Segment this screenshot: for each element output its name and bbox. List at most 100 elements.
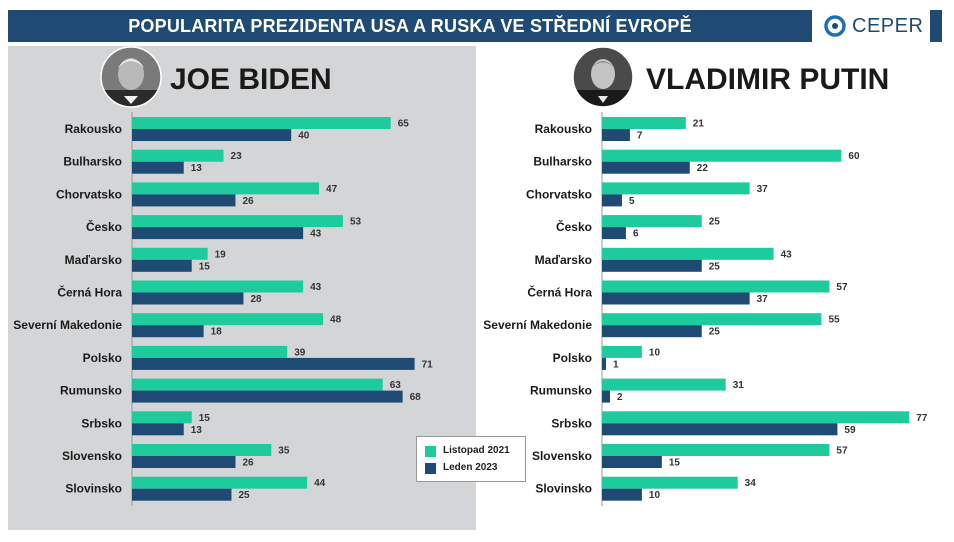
putin-category-label: Bulharsko	[533, 155, 592, 169]
putin-bar-2023	[602, 325, 702, 338]
biden-category-label: Bulharsko	[63, 155, 122, 169]
biden-category-label: Rumunsko	[60, 384, 122, 398]
biden-data-label: 35	[278, 446, 290, 457]
biden-data-label: 13	[191, 425, 203, 436]
biden-category-label: Srbsko	[81, 416, 122, 430]
putin-portrait-icon	[572, 46, 634, 108]
putin-data-label: 5	[629, 196, 635, 207]
header-bar: POPULARITA PREZIDENTA USA A RUSKA VE STŘ…	[8, 10, 812, 42]
biden-category-label: Česko	[86, 219, 122, 234]
biden-data-label: 23	[231, 151, 243, 162]
putin-data-label: 10	[649, 347, 661, 358]
biden-bar-2023	[132, 325, 204, 338]
biden-bar-2021	[132, 117, 391, 129]
putin-data-label: 37	[757, 184, 769, 195]
putin-bar-2021	[602, 280, 830, 293]
putin-data-label: 25	[709, 261, 721, 272]
biden-data-label: 47	[326, 184, 338, 195]
biden-category-label: Chorvatsko	[56, 187, 122, 201]
biden-data-label: 28	[250, 294, 262, 305]
putin-bar-2021	[602, 411, 910, 424]
biden-chart-title: JOE BIDEN	[170, 63, 332, 96]
putin-data-label: 34	[745, 478, 757, 489]
biden-bar-2021	[132, 182, 320, 195]
putin-category-label: Maďarsko	[535, 253, 592, 267]
putin-data-label: 55	[828, 315, 840, 326]
putin-data-label: 31	[733, 380, 745, 391]
legend-label-2023: Leden 2023	[443, 462, 498, 473]
biden-data-label: 43	[310, 282, 322, 293]
putin-bar-2023	[602, 259, 702, 272]
biden-data-label: 19	[215, 249, 227, 260]
putin-data-label: 25	[709, 327, 721, 338]
biden-data-label: 18	[211, 327, 223, 338]
putin-category-label: Rumunsko	[530, 384, 592, 398]
putin-data-label: 59	[844, 425, 856, 436]
putin-category-label: Česko	[556, 219, 592, 234]
putin-bar-2021	[602, 149, 842, 162]
putin-data-label: 10	[649, 490, 661, 501]
biden-category-label: Slovensko	[62, 449, 122, 463]
biden-bar-2021	[132, 378, 383, 391]
ceper-logo-icon	[824, 15, 846, 37]
putin-bar-2021	[602, 117, 686, 129]
legend-label-2021: Listopad 2021	[443, 445, 510, 456]
putin-data-label: 60	[848, 151, 860, 162]
biden-bar-2023	[132, 194, 236, 207]
biden-category-label: Maďarsko	[65, 253, 122, 267]
putin-bar-2021	[602, 476, 738, 489]
biden-portrait-icon	[100, 46, 162, 108]
biden-bar-2023	[132, 423, 184, 436]
biden-data-label: 48	[330, 315, 342, 326]
putin-data-label: 57	[836, 282, 848, 293]
biden-data-label: 68	[410, 392, 422, 403]
putin-category-label: Severní Makedonie	[483, 318, 592, 332]
biden-bar-2023	[132, 161, 184, 174]
biden-bar-2021	[132, 280, 304, 293]
legend-swatch-2023	[425, 463, 436, 474]
putin-data-label: 21	[693, 119, 705, 130]
page-title: POPULARITA PREZIDENTA USA A RUSKA VE STŘ…	[128, 16, 692, 36]
putin-data-label: 15	[669, 458, 681, 469]
putin-bar-2021	[602, 444, 830, 456]
putin-category-label: Slovinsko	[535, 482, 592, 496]
biden-data-label: 15	[199, 261, 211, 272]
biden-data-label: 65	[398, 119, 410, 130]
putin-bar-2021	[602, 345, 642, 358]
biden-bar-2023	[132, 390, 403, 403]
biden-bar-2023	[132, 456, 236, 468]
putin-bar-2023	[602, 129, 630, 141]
putin-category-label: Slovensko	[532, 449, 592, 463]
biden-data-label: 71	[422, 359, 434, 370]
legend-swatch-2021	[425, 446, 436, 457]
putin-data-label: 37	[757, 294, 769, 305]
biden-bar-2023	[132, 129, 292, 141]
biden-data-label: 63	[390, 380, 402, 391]
biden-bar-2021	[132, 149, 224, 162]
chart-legend: Listopad 2021 Leden 2023	[416, 436, 526, 482]
putin-data-label: 2	[617, 392, 623, 403]
biden-category-label: Polsko	[83, 351, 122, 365]
putin-category-label: Polsko	[553, 351, 592, 365]
biden-data-label: 44	[314, 478, 326, 489]
biden-bar-2021	[132, 247, 208, 260]
putin-bar-2023	[602, 390, 610, 403]
biden-bar-2023	[132, 292, 244, 305]
putin-category-label: Chorvatsko	[526, 187, 592, 201]
logo-stripe	[930, 10, 942, 42]
putin-bar-2021	[602, 378, 726, 391]
biden-bar-2023	[132, 357, 415, 370]
putin-bar-2021	[602, 247, 774, 260]
biden-bar-2021	[132, 345, 288, 358]
putin-category-label: Srbsko	[551, 416, 592, 430]
putin-bar-2023	[602, 161, 690, 174]
putin-bar-2021	[602, 313, 822, 326]
putin-bar-2021	[602, 182, 750, 195]
biden-data-label: 13	[191, 163, 203, 174]
biden-bar-2021	[132, 411, 192, 424]
biden-bar-2021	[132, 313, 324, 326]
putin-bar-2023	[602, 227, 626, 240]
putin-data-label: 7	[637, 131, 643, 142]
logo-text: CEPER	[852, 15, 924, 37]
